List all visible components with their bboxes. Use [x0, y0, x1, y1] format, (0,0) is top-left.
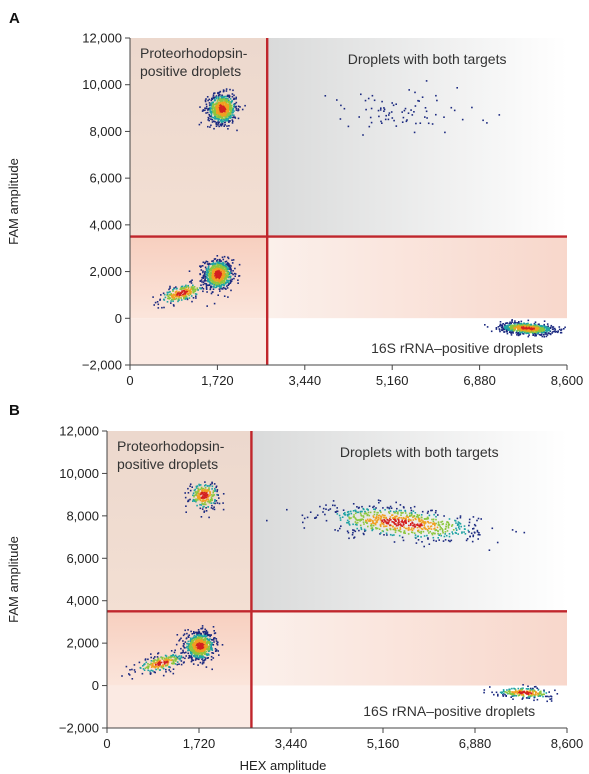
cluster-negative	[188, 255, 241, 307]
cluster-negative	[175, 625, 224, 671]
label-16s-positive: 16S rRNA–positive droplets	[363, 703, 535, 719]
panel-letter: B	[9, 402, 20, 419]
y-tick-label: −2,000	[59, 721, 99, 736]
x-tick-label: 1,720	[183, 736, 216, 751]
label-16s-positive: 16S rRNA–positive droplets	[371, 340, 543, 356]
quadrant-16s-upper	[251, 611, 567, 686]
cluster-negative-tail	[152, 273, 208, 309]
cluster-double-positive	[324, 80, 501, 136]
x-tick-label: 6,880	[463, 373, 496, 388]
y-tick-label: 12,000	[59, 424, 99, 439]
y-tick-label: 2,000	[66, 636, 99, 651]
cluster-proteorhodopsin-positive	[198, 88, 246, 132]
y-tick-label: 8,000	[89, 124, 122, 139]
cluster-proteorhodopsin-positive	[184, 481, 225, 519]
y-axis-title: FAM amplitude	[6, 158, 21, 245]
label-both-targets: Droplets with both targets	[348, 51, 507, 67]
label-proteorhodopsin-positive: Proteorhodopsin-	[140, 45, 248, 61]
y-tick-label: 10,000	[59, 466, 99, 481]
label-proteorhodopsin-positive: positive droplets	[117, 456, 218, 472]
y-tick-label: 0	[92, 678, 99, 693]
x-axis-title: HEX amplitude	[240, 758, 327, 773]
cluster-negative-tail	[121, 649, 193, 680]
y-tick-label: 12,000	[82, 31, 122, 46]
y-tick-label: 6,000	[66, 551, 99, 566]
droplet-points	[152, 80, 566, 338]
quadrant-16s-upper	[267, 236, 567, 319]
y-tick-label: −2,000	[82, 358, 122, 373]
x-tick-label: 3,440	[289, 373, 322, 388]
quadrant-negative	[107, 611, 252, 686]
y-tick-label: 4,000	[66, 593, 99, 608]
panel-a: A −2,000 0 2,000 4,000 6,000 8,000 10,000 12,000…	[6, 10, 583, 388]
label-proteorhodopsin-positive: Proteorhodopsin-	[117, 438, 225, 454]
quadrant-negative	[130, 236, 268, 319]
x-tick-label: 8,600	[551, 736, 584, 751]
cluster-16s-rrna-positive	[484, 319, 566, 338]
x-tick-label: 5,160	[376, 373, 409, 388]
quadrant-lower-left	[130, 318, 268, 365]
cluster-16s-rrna-positive	[483, 684, 559, 703]
x-tick-label: 6,880	[459, 736, 492, 751]
x-tick-label: 1,720	[201, 373, 234, 388]
label-proteorhodopsin-positive: positive droplets	[140, 63, 241, 79]
quadrant-proteorhodopsin	[107, 431, 252, 612]
y-tick-label: 8,000	[66, 508, 99, 523]
y-tick-label: 2,000	[89, 264, 122, 279]
y-tick-label: 10,000	[82, 77, 122, 92]
x-tick-label: 8,600	[551, 373, 584, 388]
panel-b: B −2,000 0 2,000 4,000 6,000 8,000 10,000 12,000…	[6, 402, 583, 751]
x-tick-label: 0	[126, 373, 133, 388]
x-tick-label: 3,440	[275, 736, 308, 751]
y-tick-label: 4,000	[89, 217, 122, 232]
y-tick-label: 6,000	[89, 171, 122, 186]
y-tick-label: 0	[115, 311, 122, 326]
x-tick-label: 5,160	[367, 736, 400, 751]
panel-letter: A	[9, 10, 20, 27]
quadrant-both	[267, 38, 567, 237]
cluster-double-positive	[266, 499, 526, 551]
quadrant-lower-left	[107, 685, 252, 728]
quadrant-proteorhodopsin	[130, 38, 268, 237]
droplet-points	[121, 481, 559, 703]
label-both-targets: Droplets with both targets	[340, 444, 499, 460]
y-axis-title: FAM amplitude	[6, 536, 21, 623]
x-tick-label: 0	[103, 736, 110, 751]
